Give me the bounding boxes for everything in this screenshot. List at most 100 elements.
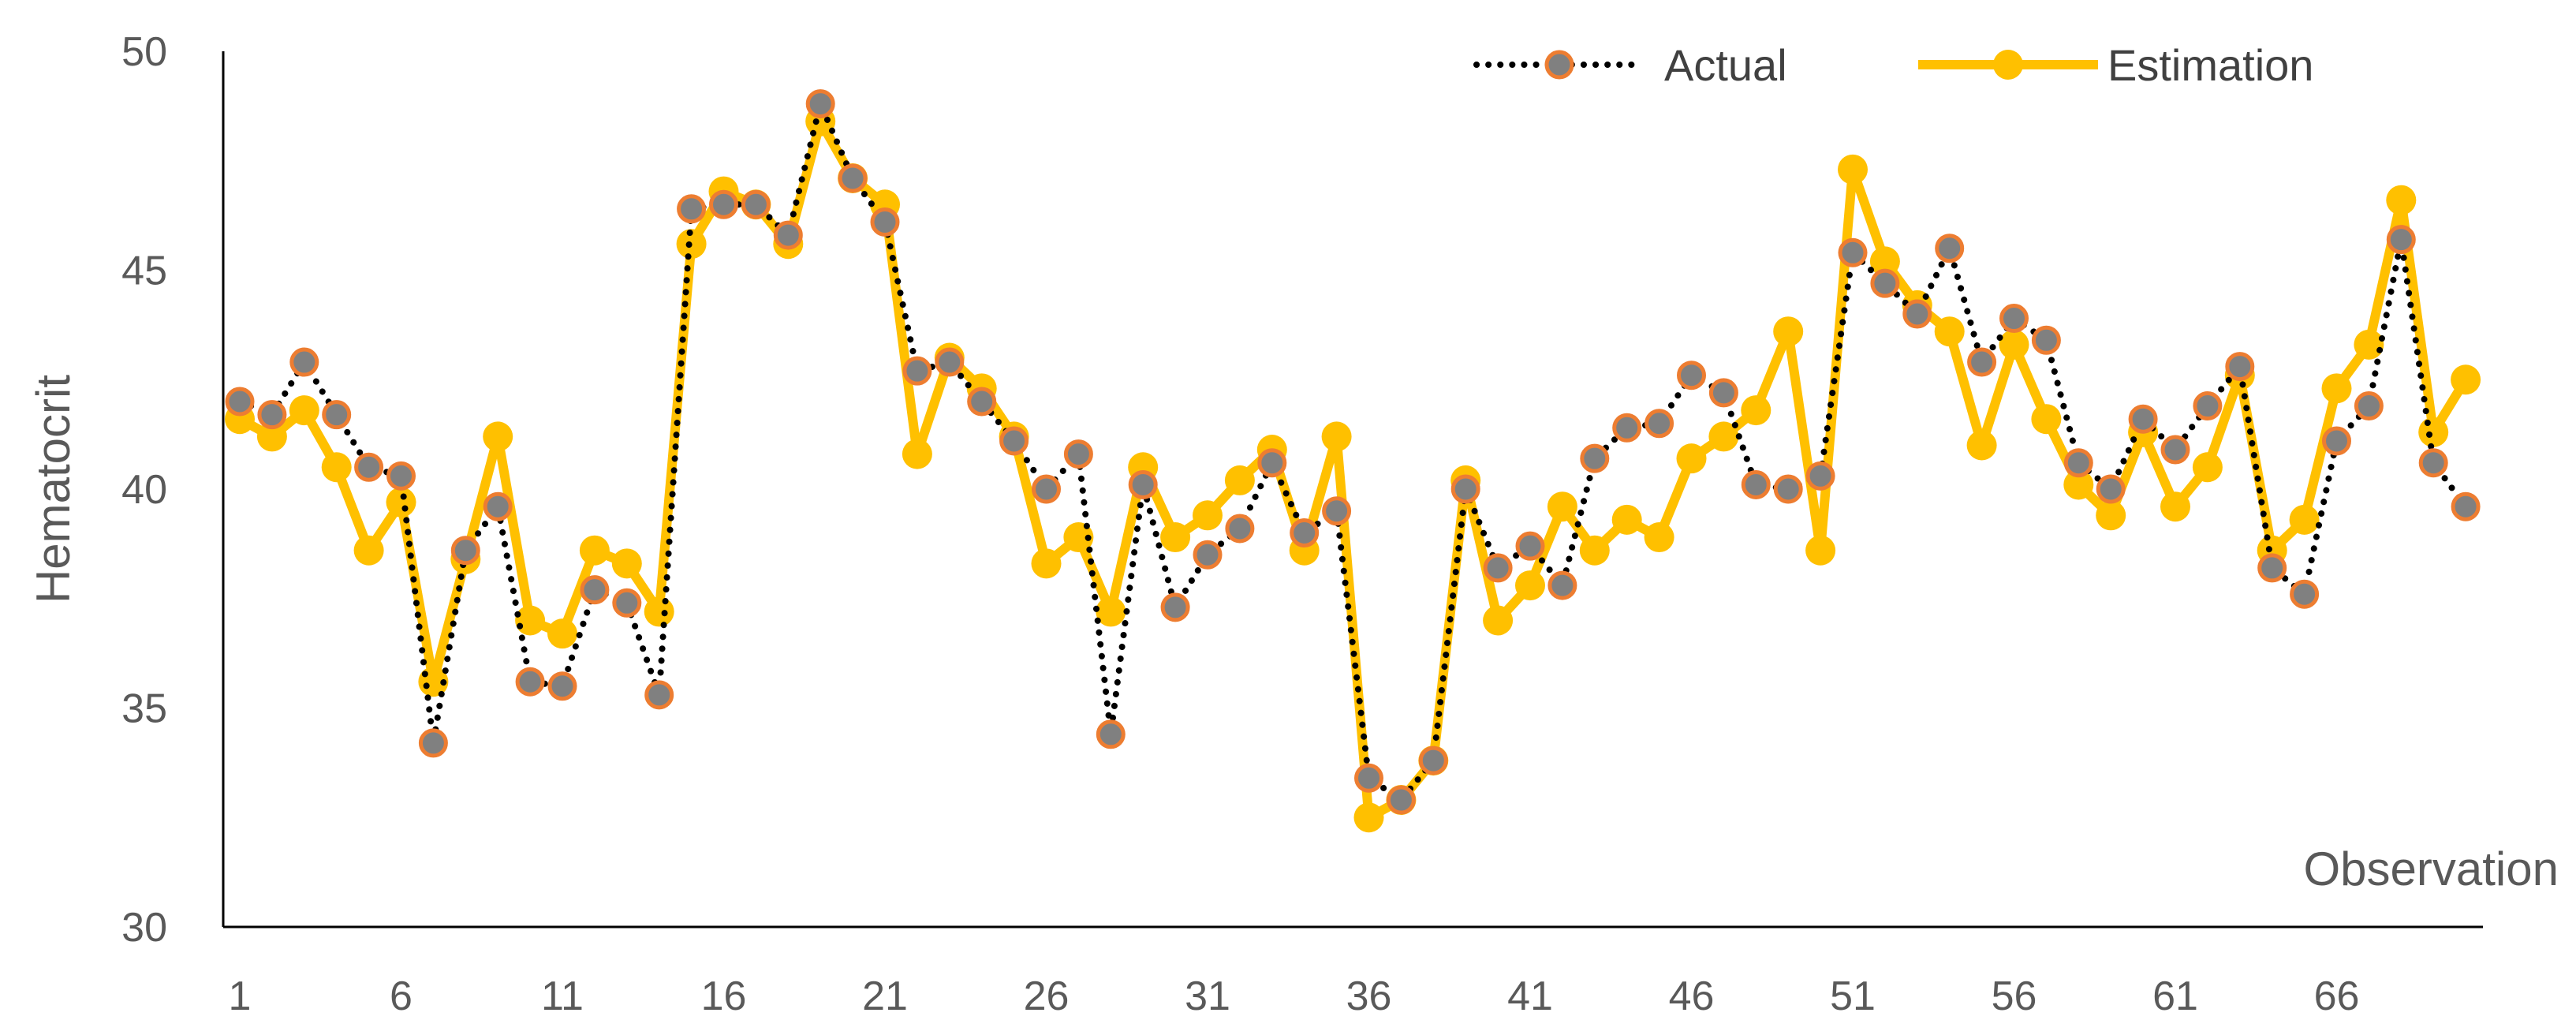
actual-point — [2257, 553, 2287, 583]
actual-point — [1515, 531, 1545, 561]
estimation-point — [483, 421, 513, 452]
x-tick-label: 41 — [1507, 973, 1553, 1019]
actual-point — [2063, 448, 2093, 478]
actual-point — [1935, 234, 1965, 263]
actual-point — [838, 163, 868, 193]
actual-point — [418, 728, 448, 758]
actual-point — [225, 387, 255, 417]
estimation-point — [1934, 316, 1965, 347]
actual-point — [1160, 592, 1190, 622]
actual-point — [2193, 391, 2223, 421]
actual-point — [2290, 579, 2320, 609]
actual-point — [902, 356, 932, 386]
x-axis-title: Observation — [2304, 843, 2559, 895]
x-tick-label: 36 — [1346, 973, 1392, 1019]
estimation-point — [2192, 452, 2223, 483]
actual-point — [1999, 304, 2029, 334]
estimation-point — [2160, 491, 2190, 522]
actual-point — [2418, 448, 2448, 478]
x-tick-label: 31 — [1185, 973, 1230, 1019]
actual-point — [1063, 439, 1093, 469]
estimation-point — [1483, 605, 1514, 636]
x-tick-labels: 1 6 11 16 21 26 31 36 41 46 51 56 61 66 — [229, 973, 2360, 1019]
y-tick-labels: 30 35 40 45 50 — [121, 29, 167, 951]
actual-point — [2386, 225, 2416, 255]
actual-point — [547, 671, 577, 701]
x-tick-label: 16 — [701, 973, 747, 1019]
estimation-point — [2096, 500, 2126, 531]
estimation-point — [1579, 535, 1610, 566]
actual-point — [1612, 413, 1642, 443]
actual-point — [2128, 404, 2158, 434]
x-tick-label: 11 — [541, 973, 584, 1019]
actual-point — [709, 189, 738, 219]
x-tick-label: 61 — [2152, 973, 2198, 1019]
x-tick-label: 6 — [390, 973, 413, 1019]
estimation-point — [1193, 500, 1223, 531]
actual-point — [1902, 299, 1932, 329]
actual-point — [2322, 426, 2351, 456]
y-axis-title: Hematocrit — [27, 375, 80, 603]
actual-point — [612, 588, 642, 618]
estimation-point — [2354, 329, 2384, 360]
actual-point — [1354, 763, 1383, 793]
actual-point — [1838, 237, 1868, 267]
legend: Actual Estimation — [1473, 40, 2313, 90]
estimation-point — [2289, 504, 2320, 535]
x-tick-label: 1 — [229, 973, 252, 1019]
estimation-point — [289, 395, 319, 426]
actual-point — [1386, 785, 1416, 815]
actual-point — [644, 680, 674, 710]
estimation-point — [2063, 469, 2094, 500]
y-tick-label: 35 — [121, 686, 167, 732]
estimation-point — [902, 439, 932, 469]
actual-point — [2160, 435, 2190, 465]
legend-actual-marker — [1544, 50, 1574, 80]
legend-estimation-marker — [1993, 50, 2023, 80]
actual-point — [1418, 745, 1448, 775]
x-tick-label: 56 — [1992, 973, 2037, 1019]
estimation-point — [2418, 417, 2449, 447]
estimation-point — [1031, 548, 1062, 579]
estimation-point — [1321, 421, 1352, 452]
actual-point — [773, 220, 803, 250]
estimation-point — [515, 605, 546, 636]
actual-point — [1290, 518, 1320, 547]
actual-point — [1225, 514, 1255, 544]
estimation-point — [1838, 154, 1868, 185]
actual-point — [515, 667, 545, 697]
estimation-point — [2451, 364, 2481, 395]
legend-actual-label: Actual — [1664, 40, 1787, 90]
estimation-point — [1676, 443, 1707, 474]
actual-point — [1257, 448, 1287, 478]
estimation-point — [256, 421, 287, 452]
actual-point — [1032, 474, 1061, 504]
y-tick-label: 40 — [121, 467, 167, 513]
actual-point — [322, 400, 352, 430]
estimation-point — [1611, 504, 1642, 535]
actual-point — [450, 536, 480, 566]
actual-point — [1773, 474, 1803, 504]
actual-point — [967, 387, 997, 417]
y-tick-label: 30 — [121, 905, 167, 951]
actual-point — [257, 400, 287, 430]
x-tick-label: 66 — [2314, 973, 2360, 1019]
actual-point — [1870, 268, 1900, 298]
actual-series-line — [237, 94, 2470, 805]
estimation-point — [579, 535, 610, 566]
actual-point — [354, 452, 384, 482]
actual-point — [2451, 491, 2481, 521]
actual-point — [935, 347, 965, 377]
y-tick-label: 45 — [121, 248, 167, 294]
actual-point — [289, 347, 319, 377]
actual-point — [2031, 325, 2061, 355]
estimation-point — [2321, 373, 2352, 404]
actual-point — [1967, 347, 1997, 377]
actual-point — [1805, 461, 1835, 491]
estimation-point — [547, 618, 577, 649]
estimation-point — [1644, 522, 1674, 553]
estimation-point — [1353, 802, 1384, 833]
estimation-series-line — [237, 116, 2470, 823]
estimation-point — [1741, 395, 1771, 426]
